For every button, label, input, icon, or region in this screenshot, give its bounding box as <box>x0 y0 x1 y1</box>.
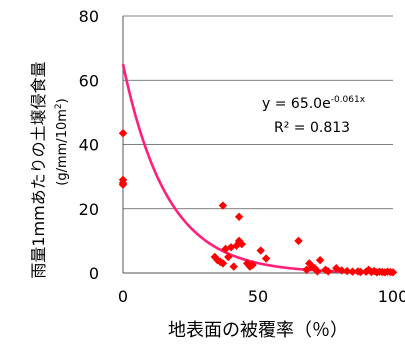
data-point <box>324 267 333 276</box>
data-point <box>218 201 228 210</box>
data-point <box>388 268 398 277</box>
data-point <box>337 266 346 275</box>
data-point <box>294 236 303 246</box>
y-tick-label: 60 <box>79 71 99 90</box>
x-tick-label: 0 <box>118 287 128 306</box>
x-tick-label: 100 <box>378 287 405 306</box>
data-point <box>229 262 238 271</box>
data-point <box>248 260 257 270</box>
data-point <box>261 254 271 263</box>
trend-equation: y = 65.0e-0.061x <box>262 95 366 112</box>
data-point <box>315 255 325 265</box>
data-point <box>213 255 222 265</box>
y-tick-label: 40 <box>79 136 99 155</box>
y-axis-label: 雨量1mmあたりの土壌侵食量 <box>29 61 48 278</box>
x-tick-label: 50 <box>248 287 268 306</box>
data-point <box>118 180 128 189</box>
y-tick-label: 0 <box>89 264 99 283</box>
data-point <box>313 267 322 276</box>
y-tick-labels: 0 20 40 60 80 <box>79 7 99 283</box>
data-point <box>237 239 246 249</box>
data-point <box>342 266 352 276</box>
y-tick-label: 80 <box>79 7 99 26</box>
y-axis-unit: (g/mm/10m2) <box>54 98 70 185</box>
x-axis-label: 地表面の被覆率（％） <box>168 320 348 341</box>
data-point <box>356 267 365 277</box>
gridlines <box>123 15 393 210</box>
data-points <box>118 129 398 277</box>
data-point <box>234 212 244 221</box>
trend-r-squared: R² = 0.813 <box>274 120 350 136</box>
x-tick-labels: 0 50 100 <box>118 287 405 306</box>
y-tick-label: 20 <box>79 200 99 219</box>
data-point <box>302 265 311 274</box>
data-point <box>218 259 228 268</box>
data-point <box>224 252 233 262</box>
data-point <box>118 129 128 138</box>
data-point <box>348 267 357 276</box>
data-point <box>256 246 265 255</box>
